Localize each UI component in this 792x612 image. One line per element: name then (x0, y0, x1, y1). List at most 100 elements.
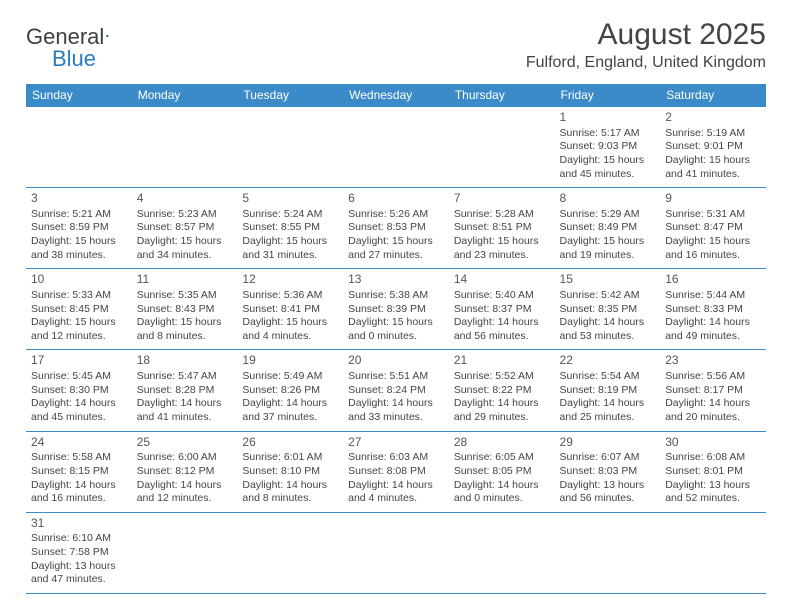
sunset-line: Sunset: 8:01 PM (665, 465, 761, 479)
sunrise-line: Sunrise: 5:51 AM (348, 370, 444, 384)
calendar-day-cell: 23Sunrise: 5:56 AMSunset: 8:17 PMDayligh… (660, 350, 766, 431)
day-number: 27 (348, 435, 444, 451)
daylight-line: Daylight: 14 hours and 56 minutes. (454, 316, 550, 343)
calendar-day-cell: 11Sunrise: 5:35 AMSunset: 8:43 PMDayligh… (132, 269, 238, 350)
sunset-line: Sunset: 8:30 PM (31, 384, 127, 398)
sunrise-line: Sunrise: 6:01 AM (242, 451, 338, 465)
calendar-day-cell: 13Sunrise: 5:38 AMSunset: 8:39 PMDayligh… (343, 269, 449, 350)
daylight-line: Daylight: 13 hours and 52 minutes. (665, 479, 761, 506)
day-number: 11 (137, 272, 233, 288)
sunrise-line: Sunrise: 5:42 AM (560, 289, 656, 303)
daylight-line: Daylight: 14 hours and 37 minutes. (242, 397, 338, 424)
sunrise-line: Sunrise: 5:38 AM (348, 289, 444, 303)
calendar-day-cell: 31Sunrise: 6:10 AMSunset: 7:58 PMDayligh… (26, 512, 132, 593)
day-number: 3 (31, 191, 127, 207)
calendar-week-row: 10Sunrise: 5:33 AMSunset: 8:45 PMDayligh… (26, 269, 766, 350)
day-number: 15 (560, 272, 656, 288)
sunset-line: Sunset: 8:37 PM (454, 303, 550, 317)
calendar-day-cell: 26Sunrise: 6:01 AMSunset: 8:10 PMDayligh… (237, 431, 343, 512)
calendar-day-cell: 15Sunrise: 5:42 AMSunset: 8:35 PMDayligh… (555, 269, 661, 350)
calendar-day-cell: 9Sunrise: 5:31 AMSunset: 8:47 PMDaylight… (660, 188, 766, 269)
calendar-week-row: 3Sunrise: 5:21 AMSunset: 8:59 PMDaylight… (26, 188, 766, 269)
calendar-day-cell: 18Sunrise: 5:47 AMSunset: 8:28 PMDayligh… (132, 350, 238, 431)
day-number: 13 (348, 272, 444, 288)
sunset-line: Sunset: 9:03 PM (560, 140, 656, 154)
day-number: 21 (454, 353, 550, 369)
day-number: 10 (31, 272, 127, 288)
calendar-day-cell (449, 512, 555, 593)
sunset-line: Sunset: 8:26 PM (242, 384, 338, 398)
weekday-header: Friday (555, 84, 661, 107)
sunrise-line: Sunrise: 5:19 AM (665, 127, 761, 141)
sunrise-line: Sunrise: 6:07 AM (560, 451, 656, 465)
daylight-line: Daylight: 15 hours and 38 minutes. (31, 235, 127, 262)
calendar-day-cell (555, 512, 661, 593)
weekday-header: Tuesday (237, 84, 343, 107)
sunrise-line: Sunrise: 5:40 AM (454, 289, 550, 303)
day-number: 2 (665, 110, 761, 126)
sunset-line: Sunset: 8:22 PM (454, 384, 550, 398)
calendar-day-cell (132, 512, 238, 593)
day-number: 30 (665, 435, 761, 451)
day-number: 28 (454, 435, 550, 451)
sunset-line: Sunset: 8:28 PM (137, 384, 233, 398)
calendar-day-cell (237, 512, 343, 593)
sunset-line: Sunset: 7:58 PM (31, 546, 127, 560)
sunrise-line: Sunrise: 5:23 AM (137, 208, 233, 222)
sunset-line: Sunset: 8:59 PM (31, 221, 127, 235)
header: General August 2025 Fulford, England, Un… (26, 18, 766, 72)
calendar-day-cell: 7Sunrise: 5:28 AMSunset: 8:51 PMDaylight… (449, 188, 555, 269)
daylight-line: Daylight: 14 hours and 29 minutes. (454, 397, 550, 424)
calendar-day-cell: 27Sunrise: 6:03 AMSunset: 8:08 PMDayligh… (343, 431, 449, 512)
sunrise-line: Sunrise: 5:49 AM (242, 370, 338, 384)
sunset-line: Sunset: 8:15 PM (31, 465, 127, 479)
calendar-day-cell: 14Sunrise: 5:40 AMSunset: 8:37 PMDayligh… (449, 269, 555, 350)
weekday-header: Sunday (26, 84, 132, 107)
day-number: 1 (560, 110, 656, 126)
sunrise-line: Sunrise: 6:03 AM (348, 451, 444, 465)
sunrise-line: Sunrise: 5:58 AM (31, 451, 127, 465)
daylight-line: Daylight: 15 hours and 34 minutes. (137, 235, 233, 262)
day-number: 18 (137, 353, 233, 369)
location: Fulford, England, United Kingdom (526, 54, 766, 72)
calendar-day-cell: 6Sunrise: 5:26 AMSunset: 8:53 PMDaylight… (343, 188, 449, 269)
calendar-day-cell: 30Sunrise: 6:08 AMSunset: 8:01 PMDayligh… (660, 431, 766, 512)
sunset-line: Sunset: 8:33 PM (665, 303, 761, 317)
sunset-line: Sunset: 8:19 PM (560, 384, 656, 398)
sunrise-line: Sunrise: 5:26 AM (348, 208, 444, 222)
daylight-line: Daylight: 14 hours and 12 minutes. (137, 479, 233, 506)
calendar-day-cell: 16Sunrise: 5:44 AMSunset: 8:33 PMDayligh… (660, 269, 766, 350)
calendar-day-cell: 24Sunrise: 5:58 AMSunset: 8:15 PMDayligh… (26, 431, 132, 512)
calendar-week-row: 1Sunrise: 5:17 AMSunset: 9:03 PMDaylight… (26, 107, 766, 188)
calendar-week-row: 31Sunrise: 6:10 AMSunset: 7:58 PMDayligh… (26, 512, 766, 593)
day-number: 8 (560, 191, 656, 207)
calendar-day-cell: 2Sunrise: 5:19 AMSunset: 9:01 PMDaylight… (660, 107, 766, 188)
sunset-line: Sunset: 8:43 PM (137, 303, 233, 317)
calendar-day-cell: 28Sunrise: 6:05 AMSunset: 8:05 PMDayligh… (449, 431, 555, 512)
daylight-line: Daylight: 14 hours and 16 minutes. (31, 479, 127, 506)
sunrise-line: Sunrise: 6:08 AM (665, 451, 761, 465)
sunrise-line: Sunrise: 5:44 AM (665, 289, 761, 303)
sunset-line: Sunset: 8:05 PM (454, 465, 550, 479)
sunrise-line: Sunrise: 5:47 AM (137, 370, 233, 384)
day-number: 17 (31, 353, 127, 369)
calendar-day-cell (343, 107, 449, 188)
calendar-day-cell: 17Sunrise: 5:45 AMSunset: 8:30 PMDayligh… (26, 350, 132, 431)
calendar-day-cell (132, 107, 238, 188)
sunrise-line: Sunrise: 5:56 AM (665, 370, 761, 384)
calendar-table: Sunday Monday Tuesday Wednesday Thursday… (26, 84, 766, 594)
daylight-line: Daylight: 15 hours and 27 minutes. (348, 235, 444, 262)
day-number: 25 (137, 435, 233, 451)
day-number: 29 (560, 435, 656, 451)
sunrise-line: Sunrise: 5:33 AM (31, 289, 127, 303)
calendar-day-cell: 4Sunrise: 5:23 AMSunset: 8:57 PMDaylight… (132, 188, 238, 269)
calendar-week-row: 17Sunrise: 5:45 AMSunset: 8:30 PMDayligh… (26, 350, 766, 431)
day-number: 24 (31, 435, 127, 451)
day-number: 23 (665, 353, 761, 369)
sunset-line: Sunset: 8:10 PM (242, 465, 338, 479)
sunrise-line: Sunrise: 5:21 AM (31, 208, 127, 222)
day-number: 14 (454, 272, 550, 288)
weekday-header: Saturday (660, 84, 766, 107)
sunset-line: Sunset: 8:39 PM (348, 303, 444, 317)
day-number: 6 (348, 191, 444, 207)
